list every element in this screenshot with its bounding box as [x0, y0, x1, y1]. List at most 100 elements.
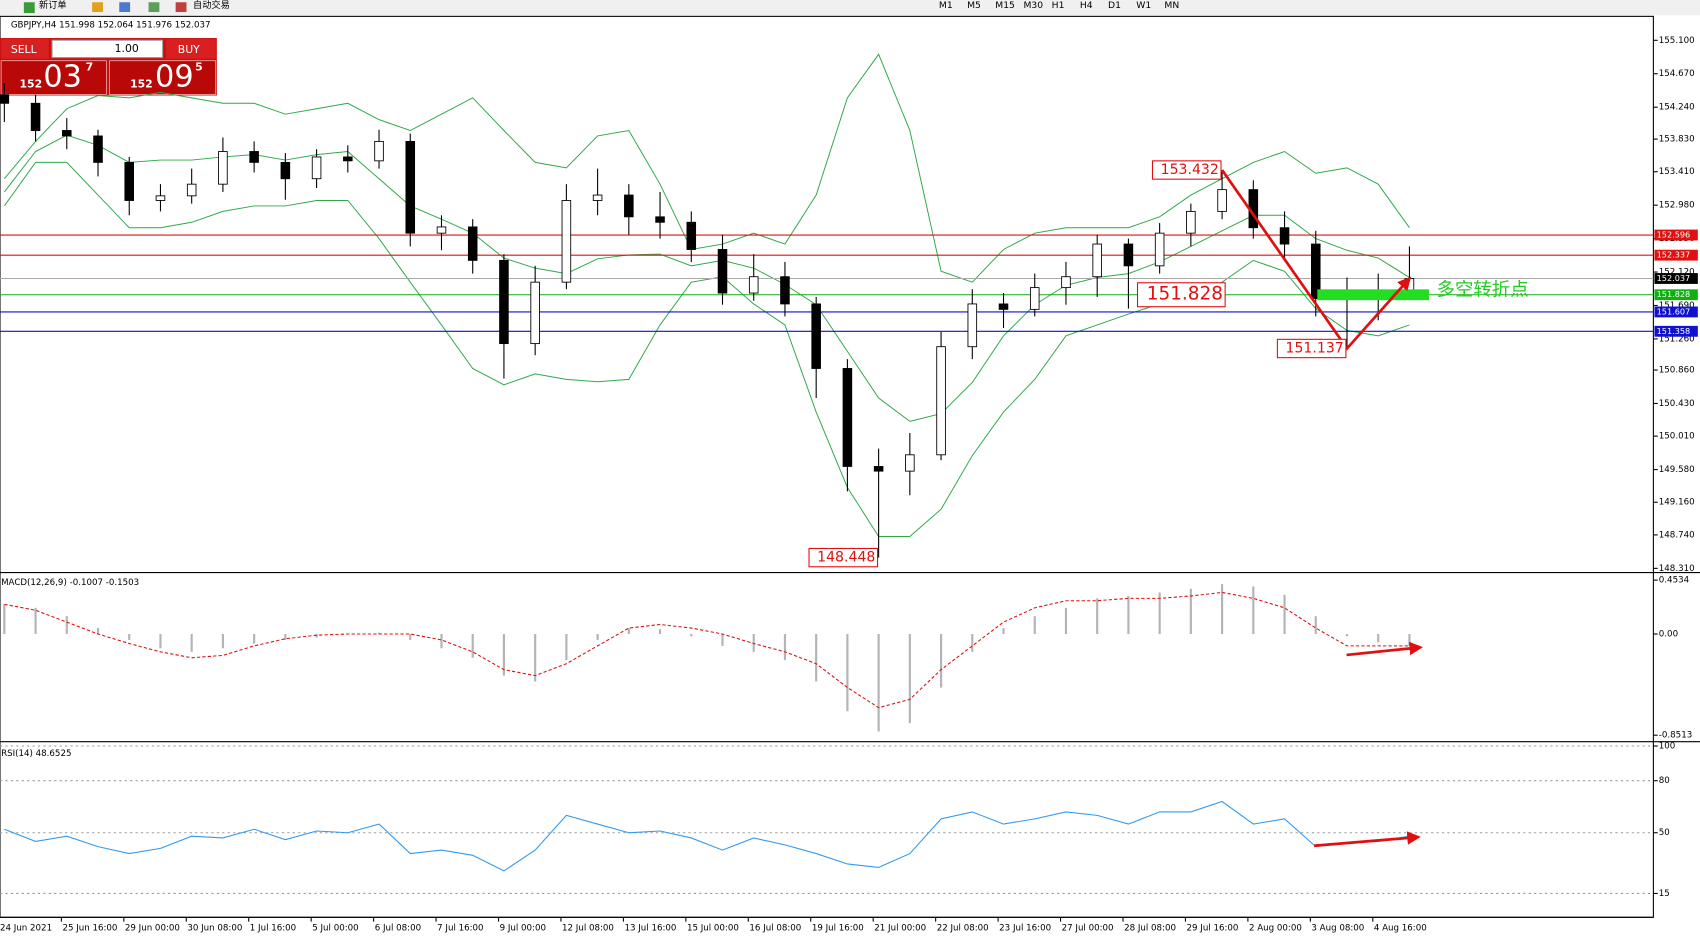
macd-bar [1002, 628, 1005, 635]
y-tick-label: -0.8513 [1659, 731, 1692, 741]
macd-bar [1158, 592, 1161, 635]
new-order-button[interactable]: 新订单 [39, 0, 67, 11]
candle-body [1154, 232, 1165, 267]
level-label: 152.037 [1657, 273, 1691, 283]
price-annotation-box [1151, 160, 1222, 180]
candle-body [780, 276, 790, 305]
sell-label[interactable]: SELL [11, 43, 37, 56]
x-tick-label: 1 Jul 16:00 [250, 924, 296, 934]
candle-body [311, 156, 322, 180]
macd-bar [846, 634, 849, 712]
buy-label[interactable]: BUY [178, 43, 200, 56]
price-annotation-box [808, 547, 879, 568]
price-annotation-box [1136, 282, 1226, 308]
macd-bar [752, 634, 755, 652]
y-tick-label: 150.430 [1659, 399, 1695, 409]
y-tick-label: 151.690 [1659, 301, 1695, 311]
x-tick-label: 25 Jun 16:00 [62, 924, 117, 934]
x-tick-label: 7 Jul 16:00 [437, 924, 483, 934]
macd-bar [783, 634, 787, 661]
timeframe-button[interactable]: M30 [1023, 0, 1043, 11]
candle-body [155, 195, 166, 201]
timeframe-button[interactable]: H1 [1052, 0, 1065, 11]
auto-trading-button[interactable]: 自动交易 [193, 0, 230, 11]
x-tick-label: 24 Jun 2021 [0, 924, 52, 934]
macd-bar [1314, 616, 1317, 635]
candle-body [1061, 276, 1071, 289]
x-tick-label: 29 Jun 00:00 [125, 924, 180, 934]
bid-box[interactable] [0, 60, 107, 95]
rsi-plot [0, 745, 1654, 894]
level-tag [1654, 325, 1698, 337]
candle-body [374, 140, 384, 162]
timeframe-button[interactable]: M5 [967, 0, 981, 11]
axes: 155.100 154.670 154.240 153.830 153.410 152.9… [0, 36, 1698, 934]
candle-body [561, 200, 572, 283]
candle-body [998, 303, 1009, 310]
timeframe-button[interactable]: MN [1164, 0, 1179, 11]
price-plot [0, 53, 1654, 558]
x-tick-label: 27 Jul 00:00 [1062, 924, 1114, 934]
macd-bar [1033, 616, 1036, 635]
timeframe-button[interactable]: M1 [939, 0, 953, 11]
turning-bar [1317, 289, 1429, 301]
x-tick-label: 6 Jul 08:00 [375, 924, 421, 934]
macd-bar [1064, 607, 1068, 635]
x-tick-label: 22 Jul 08:00 [937, 924, 989, 934]
icon[interactable] [92, 2, 103, 13]
timeframe-button[interactable]: D1 [1108, 0, 1121, 11]
macd-bar [377, 632, 381, 635]
candle-body [93, 135, 103, 163]
sell-button[interactable] [1, 39, 49, 59]
macd-bar [221, 634, 224, 649]
y-tick-label: 15 [1659, 889, 1670, 899]
icon[interactable] [148, 2, 160, 13]
macd-bar [939, 634, 943, 688]
candle-body [592, 194, 603, 201]
macd-bar [3, 604, 6, 635]
x-tick-label: 21 Jul 00:00 [874, 924, 926, 934]
macd-bar [128, 634, 131, 640]
bid-fraction: 7 [86, 60, 94, 73]
y-tick-label: 148.740 [1659, 530, 1695, 540]
lot-input[interactable] [51, 39, 164, 59]
icon[interactable] [119, 2, 131, 13]
y-tick-label: 153.410 [1659, 167, 1695, 177]
level-label: 152.337 [1657, 250, 1691, 260]
buy-button[interactable] [165, 39, 216, 59]
level-label: 151.828 [1657, 289, 1691, 299]
macd-bar [1252, 586, 1255, 635]
level-tag [1654, 249, 1698, 261]
x-tick-label: 16 Jul 08:00 [749, 924, 801, 934]
candle-body [1092, 243, 1102, 278]
ask-box[interactable] [109, 60, 217, 95]
timeframe-button[interactable]: H4 [1080, 0, 1093, 11]
y-tick-label: 150.860 [1659, 366, 1695, 376]
x-tick-label: 5 Jul 00:00 [312, 924, 358, 934]
rsi-line [4, 800, 1410, 872]
candle-body [967, 303, 978, 348]
level-tag [1654, 273, 1698, 284]
x-tick-label: 13 Jul 16:00 [624, 924, 676, 934]
candle-body [655, 216, 665, 223]
icon[interactable] [175, 2, 187, 13]
timeframe-button[interactable]: M15 [995, 0, 1015, 11]
macd-bar [877, 634, 880, 732]
panel-title: RSI(14) 48.6525 [1, 749, 71, 759]
panel-title: MACD(12,26,9) -0.1007 -0.1503 [1, 578, 139, 588]
candle-body [405, 140, 416, 234]
ask-main: 09 [155, 60, 194, 95]
timeframe-bar: M1 M5 M15 M30 H1 H4 D1 W1 MN [939, 0, 1179, 11]
candle-body [124, 161, 135, 201]
candle-body [62, 130, 72, 137]
y-tick-label: 155.100 [1659, 36, 1695, 46]
macd-bar [284, 634, 287, 640]
timeframe-button[interactable]: W1 [1136, 0, 1151, 11]
icon[interactable] [23, 2, 35, 14]
turning-note: 多空转折点 [1437, 279, 1529, 300]
lot-value[interactable]: 1.00 [115, 42, 139, 55]
chart-header: GBPJPY,H4 151.998 152.064 151.976 152.03… [11, 21, 211, 31]
macd-bar [502, 634, 506, 676]
